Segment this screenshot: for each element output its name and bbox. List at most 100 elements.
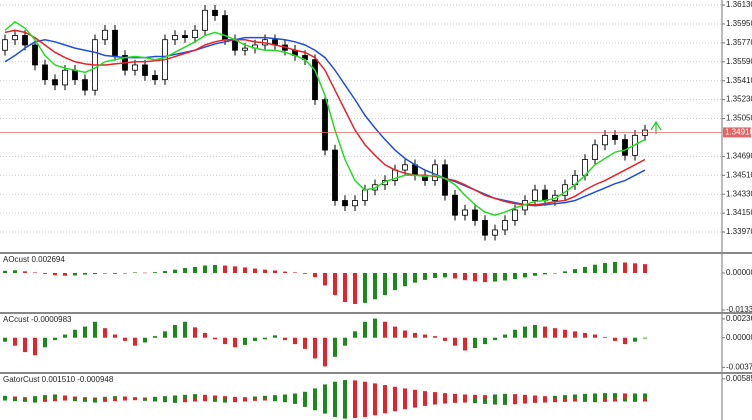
histogram-bar [153,398,157,402]
histogram-bar [643,398,647,402]
histogram-bar [213,395,217,399]
candle-body [42,64,48,81]
histogram-bar [523,272,527,278]
histogram-bar [183,321,187,338]
price-label: 1.34918 [725,128,752,137]
histogram-bar [343,272,347,303]
histogram-bar [613,261,617,273]
histogram-bar [403,388,407,399]
histogram-bar [323,384,327,399]
y-tick-label: 1.35230 [726,95,752,104]
histogram-bar [313,388,317,399]
moving-average [4,20,646,217]
histogram-bar [393,272,397,291]
histogram-bar [213,337,217,340]
histogram-bar [63,334,67,338]
histogram-bar [233,337,237,348]
histogram-bar [13,270,17,273]
histogram-bar [563,398,567,402]
candle-body [172,35,178,41]
histogram-bar [153,272,157,273]
histogram-bar [203,394,207,399]
candle-body [492,229,498,236]
histogram-bar [143,398,147,401]
histogram-bar [373,398,377,416]
histogram-bar [623,262,627,273]
histogram-bar [533,324,537,338]
y-tick-label: 1.35590 [726,57,752,66]
candle-body [212,9,218,16]
histogram-bar [163,331,167,338]
histogram-bar [163,398,167,403]
histogram-bar [333,272,337,296]
histogram-bar [433,398,437,405]
histogram-bar [393,386,397,399]
histogram-bar [253,398,257,401]
histogram-bar [203,265,207,273]
histogram-bar [523,326,527,338]
histogram-bar [583,398,587,402]
histogram-bar [373,272,377,300]
histogram-bar [443,393,447,399]
histogram-bar [513,329,517,338]
histogram-bar [243,398,247,402]
histogram-bar [33,398,37,403]
histogram-bar [423,334,427,338]
histogram-bar [563,271,567,273]
candle-body [602,134,608,146]
y-tick-label: 0.0023653 [726,314,752,323]
candle-body [32,44,38,66]
histogram-bar [303,391,307,399]
histogram-bar [413,398,417,408]
histogram-bar [103,328,107,338]
histogram-bar [233,396,237,399]
histogram-bar [293,393,297,399]
candle-body [112,29,118,56]
histogram-bar [503,334,507,338]
histogram-bar [33,396,37,399]
histogram-bar [383,398,387,414]
candle-body [242,47,248,51]
y-tick-label: 1.35050 [726,114,752,123]
candle-body [62,69,68,86]
y-tick-label: 1.34690 [726,151,752,160]
histogram-bar [483,395,487,399]
histogram-bar [353,380,357,399]
histogram-bar [263,398,267,401]
histogram-bar [343,337,347,346]
histogram-bar [453,272,457,279]
y-tick-label: 1.36130 [726,0,752,9]
moving-average [4,29,646,206]
histogram-bar [383,385,387,399]
histogram-bar [223,398,227,403]
histogram-bar [113,396,117,399]
histogram-bar [533,395,537,399]
candle-body [472,209,478,221]
histogram-bar [143,397,147,399]
candle-body [482,220,488,236]
histogram-bar [443,398,447,404]
histogram-bar [63,398,67,401]
histogram-bar [323,337,327,367]
histogram-bar [623,337,627,345]
histogram-bar [43,398,47,402]
histogram-bar [633,398,637,402]
candle-body [2,39,8,51]
histogram-bar [333,381,337,399]
panel-title: ACcust -0.0000983 [3,315,72,324]
histogram-bar [613,393,617,399]
histogram-bar [373,318,377,338]
candle-body [612,134,618,140]
histogram-bar [3,337,7,342]
histogram-bar [623,393,627,399]
histogram-bar [583,332,587,338]
candle-body [542,189,548,201]
candle-body [52,79,58,86]
panel-title: AOcust 0.002694 [3,255,65,264]
histogram-bar [573,331,577,338]
histogram-bar [453,337,457,346]
histogram-bar [603,393,607,399]
histogram-bar [543,396,547,399]
y-tick-label: 1.33970 [726,227,752,236]
